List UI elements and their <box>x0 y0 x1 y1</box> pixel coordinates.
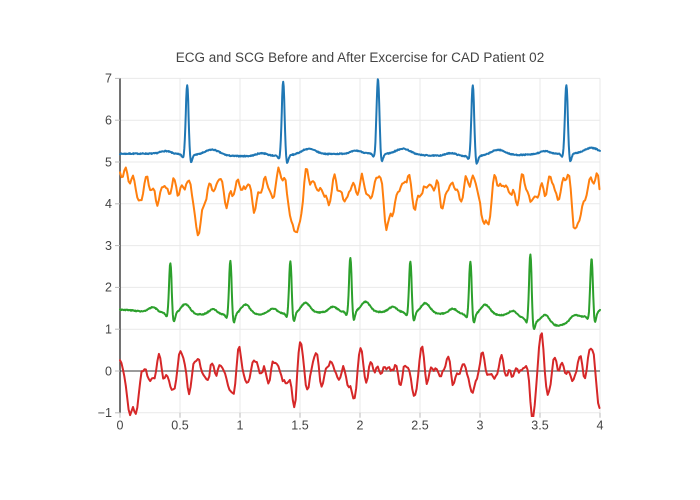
x-tick-label: 0.5 <box>171 418 188 432</box>
x-tick-label: 1.5 <box>291 418 308 432</box>
y-tick-label: 1 <box>105 323 112 337</box>
scg-trace-lower <box>119 332 601 417</box>
grid-layer <box>120 77 601 414</box>
x-tick-label: 2.5 <box>411 418 428 432</box>
chart-title: ECG and SCG Before and After Excercise f… <box>176 50 544 65</box>
label-layer: 0 0.5 1 1.5 2 2.5 3 3.5 4 −1 0 1 2 3 4 5 6 7 <box>98 72 604 433</box>
x-tick-label: 3.5 <box>531 418 548 432</box>
plot-area[interactable] <box>120 78 600 412</box>
y-tick-label: 4 <box>105 197 112 211</box>
y-tick-label: 3 <box>105 239 112 253</box>
y-tick-label: 2 <box>105 281 112 295</box>
trace-layer <box>119 78 601 417</box>
y-tick-label: −1 <box>98 406 112 420</box>
ecg-trace-lower <box>119 253 601 330</box>
x-tick-label: 0 <box>117 418 124 432</box>
x-tick-label: 2 <box>357 418 364 432</box>
x-tick-label: 4 <box>597 418 604 432</box>
scg-trace-upper <box>119 166 601 237</box>
x-tick-label: 3 <box>477 418 484 432</box>
y-tick-label: 7 <box>105 72 112 86</box>
y-tick-label: 6 <box>105 114 112 128</box>
y-tick-label: 0 <box>105 364 112 378</box>
y-tick-label: 5 <box>105 155 112 169</box>
x-tick-label: 1 <box>237 418 244 432</box>
ecg-trace-top <box>119 78 601 165</box>
